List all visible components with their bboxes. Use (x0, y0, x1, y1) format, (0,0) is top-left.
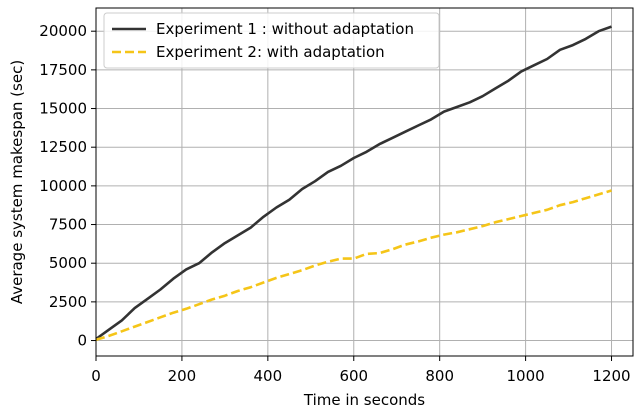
y-tick-label: 7500 (49, 216, 87, 234)
x-axis-label: Time in seconds (303, 391, 425, 409)
legend-label-experiment-2: Experiment 2: with adaptation (156, 43, 385, 61)
legend: Experiment 1 : without adaptation Experi… (103, 12, 440, 69)
legend-label-experiment-1: Experiment 1 : without adaptation (156, 20, 414, 38)
tick-layer: 0 200 400 600 800 1000 1200 0 2500 5000 7500 10000 1… (39, 22, 630, 385)
y-tick-label: 17500 (39, 61, 87, 79)
plot-frame (95, 7, 634, 357)
y-tick-label: 0 (77, 332, 87, 350)
y-tick-label: 2500 (49, 293, 87, 311)
y-tick-label: 15000 (39, 100, 87, 118)
series-line-experiment-1 (95, 25, 612, 341)
series-line-experiment-2 (95, 189, 612, 342)
grid-layer (95, 8, 633, 356)
x-tick-label: 0 (91, 367, 101, 385)
y-tick-label: 12500 (39, 138, 87, 156)
y-axis-label: Average system makespan (sec) (8, 60, 26, 304)
x-tick-label: 200 (168, 367, 197, 385)
x-tick-label: 800 (425, 367, 454, 385)
y-tick-label: 10000 (39, 177, 87, 195)
y-tick-label: 20000 (39, 22, 87, 40)
x-tick-label: 400 (254, 367, 283, 385)
x-tick-label: 1200 (592, 367, 630, 385)
legend-box (103, 12, 440, 69)
x-tick-label: 600 (339, 367, 368, 385)
series-layer (95, 25, 612, 342)
y-tick-label: 5000 (49, 254, 87, 272)
x-tick-label: 1000 (507, 367, 545, 385)
